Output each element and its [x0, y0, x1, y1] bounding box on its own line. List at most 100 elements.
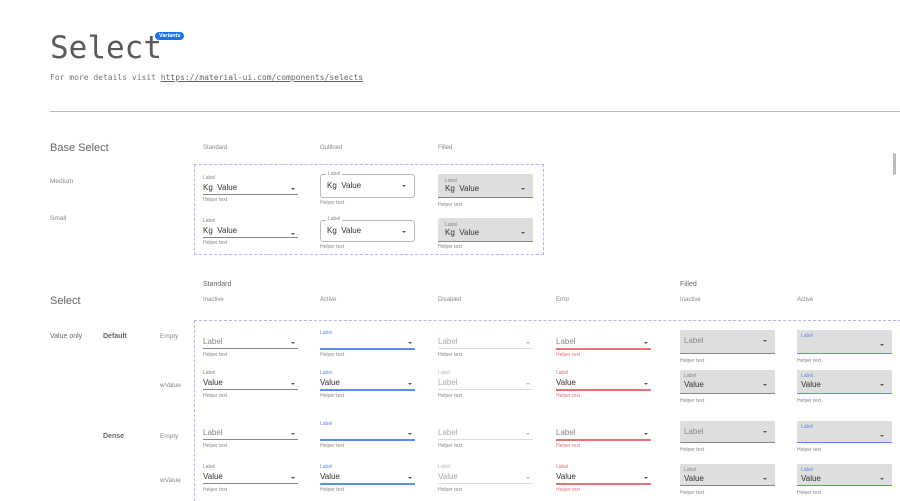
base-outlined-select[interactable]: Label Kg Value Helper text [320, 171, 415, 207]
select-disabled: Label Value Helper text [438, 464, 533, 494]
dropdown-arrow-icon [521, 188, 525, 190]
scrollbar[interactable] [893, 153, 896, 175]
field-label: Label [320, 330, 333, 336]
field-placeholder: Label [438, 428, 458, 437]
dropdown-arrow-icon [526, 433, 530, 435]
unit: Kg [445, 184, 455, 193]
select-heading: Select [50, 295, 81, 307]
helper-text: Helper text [320, 487, 345, 493]
select-inactive[interactable]: Label Value Helper text [203, 464, 298, 494]
dropdown-arrow-icon [880, 478, 884, 480]
select-inactive[interactable]: Label Helper text [203, 421, 298, 451]
dropdown-arrow-icon [644, 342, 648, 344]
select-filled-inactive[interactable]: Label Value Helper text [680, 370, 775, 404]
select-filled-active[interactable]: Label Helper text [797, 330, 892, 364]
field-label: Label [445, 178, 458, 184]
value: Value [217, 226, 238, 235]
helper-text: Helper text [556, 487, 581, 493]
select-frame [194, 320, 900, 501]
dropdown-arrow-icon [526, 477, 530, 479]
select-disabled: Label Label Helper text [438, 370, 533, 400]
divider [50, 111, 900, 112]
subtitle: For more details visit https://material-… [50, 73, 363, 82]
helper-text: Helper text [680, 358, 705, 364]
select-inactive[interactable]: Label Value Helper text [203, 370, 298, 400]
field-value: Kg Value [445, 228, 479, 237]
col-filled: Filled [438, 145, 453, 151]
select-filled-inactive[interactable]: Label Helper text [680, 421, 775, 453]
group-standard: Standard [203, 281, 232, 288]
underline [556, 389, 651, 391]
filled-bg [680, 330, 775, 354]
field-label: Label [203, 464, 216, 470]
select-active[interactable]: Label Value Helper text [320, 370, 415, 400]
helper-text: Helper text [797, 358, 822, 364]
helper-text: Helper text [320, 443, 345, 449]
base-filled-select[interactable]: Label Kg Value Helper text [438, 174, 533, 208]
field-label: Label [801, 424, 814, 430]
base-standard-select[interactable]: Label Kg Value Helper text [203, 173, 298, 203]
select-filled-active[interactable]: Label Value Helper text [797, 464, 892, 496]
base-standard-select[interactable]: Label Kg Value Helper text [203, 217, 298, 247]
underline [438, 439, 533, 440]
dropdown-arrow-icon [291, 477, 295, 479]
field-label: Label [320, 370, 333, 376]
select-inactive[interactable]: Label Helper text [203, 330, 298, 360]
underline [203, 483, 298, 484]
field-value: Kg Value [203, 226, 237, 235]
value: Value [341, 181, 362, 190]
helper-text: Helper text [556, 443, 581, 449]
field-value: Label [438, 378, 458, 387]
value: Value [341, 226, 362, 235]
underline [438, 483, 533, 484]
field-label: Label [326, 216, 343, 222]
dropdown-arrow-icon [291, 342, 295, 344]
select-filled-active[interactable]: Label Value Helper text [797, 370, 892, 404]
helper-text: Helper text [203, 197, 228, 203]
underline [203, 439, 298, 440]
base-select-heading: Base Select [50, 142, 109, 154]
select-error[interactable]: Label Helper text [556, 421, 651, 451]
select-filled-inactive[interactable]: Label Value Helper text [680, 464, 775, 496]
filled-bg [680, 421, 775, 443]
field-value: Value [203, 378, 223, 387]
field-value: Value [203, 472, 223, 481]
row-dense-empty: Empty [160, 433, 179, 440]
col-disabled: Disabled [438, 297, 462, 303]
underline [556, 483, 651, 485]
select-active[interactable]: Label Helper text [320, 421, 415, 451]
select-filled-inactive[interactable]: Label Helper text [680, 330, 775, 364]
page-title: Select [50, 30, 162, 66]
select-error[interactable]: Label Helper text [556, 330, 651, 360]
select-active[interactable]: Label Value Helper text [320, 464, 415, 494]
row-small: Small [50, 215, 67, 222]
dropdown-arrow-icon [408, 433, 412, 435]
underline [203, 389, 298, 390]
helper-text: Helper text [203, 393, 228, 399]
field-value: Kg Value [327, 181, 361, 190]
subtitle-text: For more details visit [50, 73, 161, 82]
filled-bg [797, 464, 892, 486]
col-standard: Standard [203, 145, 228, 151]
field-placeholder: Label [203, 428, 223, 437]
col-filled-active: Active [797, 297, 814, 303]
base-outlined-select[interactable]: Label Kg Value Helper text [320, 216, 415, 251]
row-medium: Medium [50, 178, 74, 185]
col-outlined: Outlined [320, 145, 343, 151]
select-filled-active[interactable]: Label Helper text [797, 421, 892, 453]
base-filled-select[interactable]: Label Kg Value Helper text [438, 218, 533, 252]
helper-text: Helper text [797, 447, 822, 453]
dropdown-arrow-icon [880, 384, 884, 386]
helper-text: Helper text [320, 393, 345, 399]
select-active[interactable]: Label Helper text [320, 330, 415, 360]
select-error[interactable]: Label Value Helper text [556, 464, 651, 494]
dropdown-arrow-icon [291, 233, 295, 235]
dropdown-arrow-icon [526, 342, 530, 344]
field-label: Label [320, 464, 333, 470]
select-error[interactable]: Label Value Helper text [556, 370, 651, 400]
row-wvalue: wValue [160, 382, 181, 389]
helper-text: Helper text [797, 490, 822, 496]
helper-text: Helper text [438, 352, 463, 358]
docs-link[interactable]: https://material-ui.com/components/selec… [160, 73, 364, 82]
helper-text: Helper text [203, 352, 228, 358]
